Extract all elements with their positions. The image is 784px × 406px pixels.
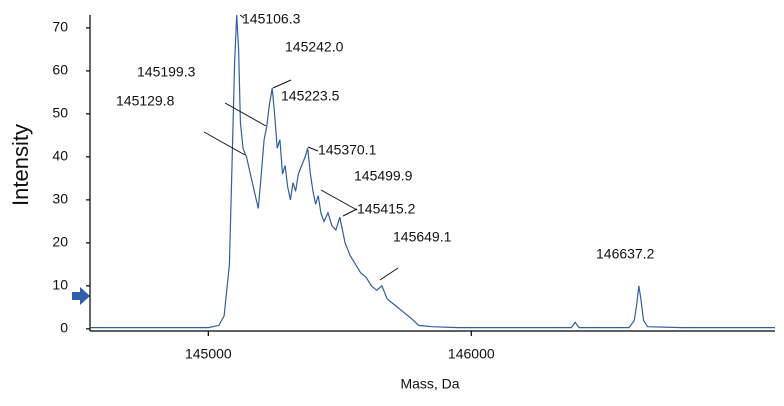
leader-line: [320, 189, 358, 211]
peak-label: 145242.0: [285, 39, 344, 55]
leader-line: [342, 208, 358, 217]
y-tick-label: 60: [52, 62, 68, 78]
peak-label: 145649.1: [393, 229, 452, 245]
y-tick-label: 20: [52, 234, 68, 250]
y-tick-label: 10: [52, 277, 68, 293]
peak-label: 145370.1: [318, 142, 377, 158]
leader-line: [239, 14, 245, 19]
cursor-icon: [72, 287, 90, 305]
x-tick-label: 146000: [448, 346, 495, 362]
x-axis-label: Mass, Da: [400, 376, 459, 392]
y-tick-label: 30: [52, 191, 68, 207]
y-tick-label: 0: [60, 320, 68, 336]
spectrum-line: [90, 14, 775, 329]
leader-line: [272, 79, 292, 89]
peak-label: 146637.2: [596, 246, 655, 262]
y-tick-label: 70: [52, 19, 68, 35]
leader-line: [379, 267, 399, 281]
x-tick-label: 145000: [185, 346, 232, 362]
peak-label: 145499.9: [354, 168, 413, 184]
leader-line: [224, 102, 267, 127]
y-tick-label: 40: [52, 148, 68, 164]
peak-label: 145415.2: [357, 201, 416, 217]
y-axis-label: Intensity: [8, 124, 33, 206]
peak-label: 145129.8: [116, 93, 175, 109]
leader-line: [203, 131, 246, 156]
leader-line: [307, 146, 319, 152]
peak-label: 145199.3: [137, 64, 196, 80]
peak-label: 145223.5: [281, 88, 340, 104]
peak-label: 145106.3: [242, 11, 301, 27]
y-tick-label: 50: [52, 105, 68, 121]
